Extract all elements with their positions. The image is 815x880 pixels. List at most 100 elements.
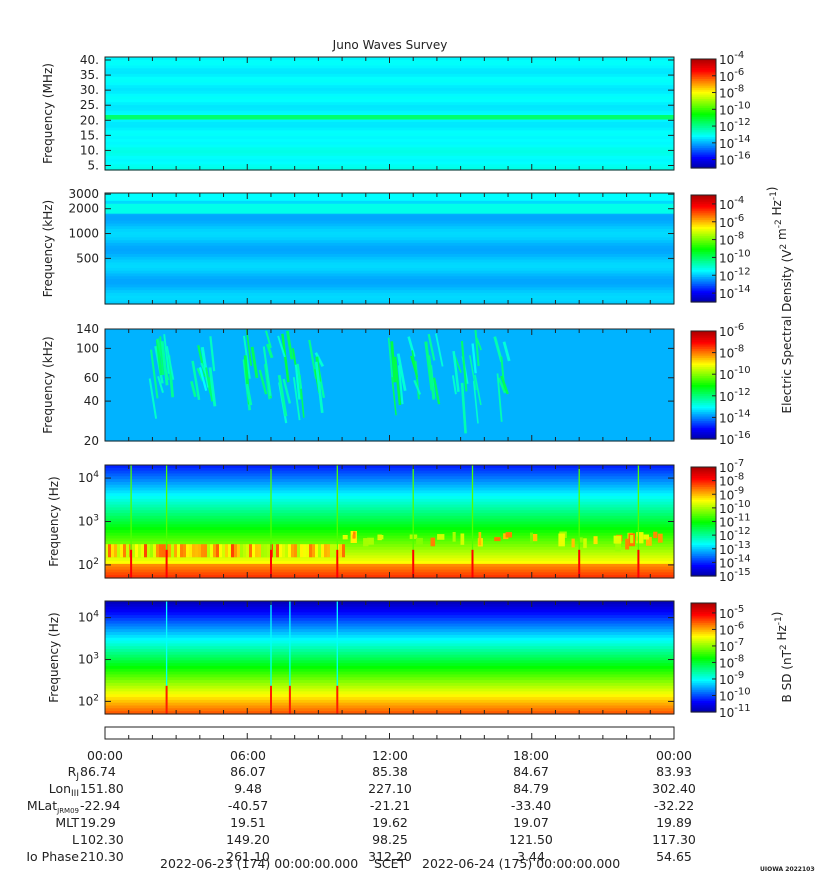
hot-cell bbox=[494, 537, 501, 542]
colorbar-step bbox=[691, 106, 716, 109]
colorbar-4: 10-710-810-910-1010-1110-1210-1310-1410-… bbox=[690, 458, 751, 584]
heatmap-row bbox=[105, 476, 674, 480]
y-tick-label: 35. bbox=[80, 68, 99, 82]
hot-cell bbox=[327, 544, 330, 558]
hot-cell bbox=[309, 544, 312, 558]
heatmap-row bbox=[105, 510, 674, 514]
heatmap-row bbox=[105, 481, 674, 486]
hot-cell bbox=[243, 544, 246, 558]
hot-cell bbox=[144, 544, 147, 558]
heatmap-row bbox=[105, 663, 674, 667]
colorbar-tick-label: 10-6 bbox=[719, 213, 744, 230]
heatmap-row bbox=[105, 529, 674, 534]
colorbar-step bbox=[691, 140, 716, 144]
heatmap-row bbox=[105, 432, 674, 436]
colorbar-step bbox=[691, 155, 716, 158]
colorbar-step bbox=[691, 565, 716, 568]
colorbar-step bbox=[691, 701, 716, 704]
hot-cell bbox=[321, 544, 324, 558]
hot-cell bbox=[593, 536, 598, 545]
colorbar-step bbox=[691, 566, 716, 570]
colorbar-step bbox=[691, 525, 716, 528]
colorbar-step bbox=[691, 675, 716, 679]
colorbar-step bbox=[691, 505, 716, 508]
colorbar-step bbox=[691, 97, 716, 100]
colorbar-step bbox=[691, 200, 716, 203]
colorbar-tick-label: 10-14 bbox=[719, 284, 751, 301]
heatmap-row bbox=[105, 415, 674, 420]
colorbar-step bbox=[691, 296, 716, 300]
heatmap-row bbox=[105, 561, 674, 565]
ephemeris-value: 227.10 bbox=[368, 781, 412, 796]
heatmap-row bbox=[105, 251, 674, 255]
heatmap-row bbox=[105, 292, 674, 297]
colorbar-step bbox=[691, 282, 716, 285]
heatmap-row bbox=[105, 470, 674, 475]
colorbar-step bbox=[691, 284, 716, 287]
hot-cell bbox=[147, 544, 150, 558]
colorbar-step bbox=[691, 68, 716, 71]
burst-streak bbox=[166, 346, 175, 380]
colorbar-step bbox=[691, 124, 716, 127]
hot-cell bbox=[177, 544, 180, 558]
heatmap-row bbox=[105, 498, 674, 503]
hot-cell bbox=[225, 544, 228, 558]
colorbar-step bbox=[691, 428, 716, 431]
colorbar-step bbox=[691, 635, 716, 639]
burst-streak bbox=[474, 329, 480, 367]
colorbar-step bbox=[691, 66, 716, 69]
colorbar-step bbox=[691, 404, 716, 408]
colorbar-step bbox=[691, 422, 716, 426]
heatmap-row bbox=[105, 362, 674, 366]
burst-streak bbox=[432, 377, 441, 405]
panel-4: 104 103 102 Frequency (Hz) 10-710-810-910-10… bbox=[47, 458, 751, 584]
heatmap-row bbox=[105, 612, 674, 616]
hot-cell bbox=[162, 544, 165, 558]
burst-streak bbox=[243, 335, 251, 379]
ephemeris-value: 98.25 bbox=[372, 832, 408, 847]
emission-band bbox=[105, 203, 674, 214]
heatmap-row bbox=[105, 267, 674, 272]
heatmap-row bbox=[105, 427, 674, 431]
colorbar-step bbox=[691, 268, 716, 271]
heatmap-row bbox=[105, 677, 674, 681]
burst-streak bbox=[159, 336, 165, 376]
colorbar-step bbox=[691, 75, 716, 78]
hot-cell bbox=[114, 544, 117, 558]
heatmap-row bbox=[105, 487, 674, 492]
y-tick-label: 20 bbox=[84, 434, 99, 448]
heatmap-row bbox=[105, 365, 674, 369]
y-tick-label: 103 bbox=[78, 652, 99, 667]
burst-streak bbox=[390, 341, 397, 383]
burst-streak bbox=[413, 379, 422, 395]
colorbar-step bbox=[691, 300, 716, 303]
hot-cell bbox=[207, 544, 210, 558]
heatmap-row bbox=[105, 231, 674, 236]
hot-cell bbox=[363, 538, 369, 547]
colorbar-step bbox=[691, 372, 716, 375]
colorbar-step bbox=[691, 468, 716, 472]
ephemeris-value: 19.62 bbox=[372, 815, 408, 830]
heatmap-row bbox=[105, 155, 674, 160]
colorbar-step bbox=[691, 207, 716, 210]
heatmap-row bbox=[105, 240, 674, 244]
hot-cell bbox=[416, 537, 423, 545]
ephemeris-value: 3.44 bbox=[517, 849, 545, 864]
colorbar-step bbox=[691, 347, 716, 350]
heatmap-3 bbox=[105, 329, 674, 442]
hot-cell bbox=[630, 535, 634, 544]
hot-cell bbox=[246, 544, 249, 558]
heatmap-row bbox=[105, 660, 674, 664]
heatmap-row bbox=[105, 121, 674, 126]
colorbar-step bbox=[691, 117, 716, 120]
colorbar-step bbox=[691, 383, 716, 386]
colorbar-step bbox=[691, 392, 716, 395]
colorbar-step bbox=[691, 641, 716, 644]
colorbar-step bbox=[691, 512, 716, 515]
burst-streak bbox=[191, 360, 201, 401]
heatmap-row bbox=[105, 65, 674, 69]
colorbar-step bbox=[691, 277, 716, 280]
ephemeris-row-label: RJ bbox=[67, 764, 79, 782]
colorbar-step bbox=[691, 670, 716, 673]
